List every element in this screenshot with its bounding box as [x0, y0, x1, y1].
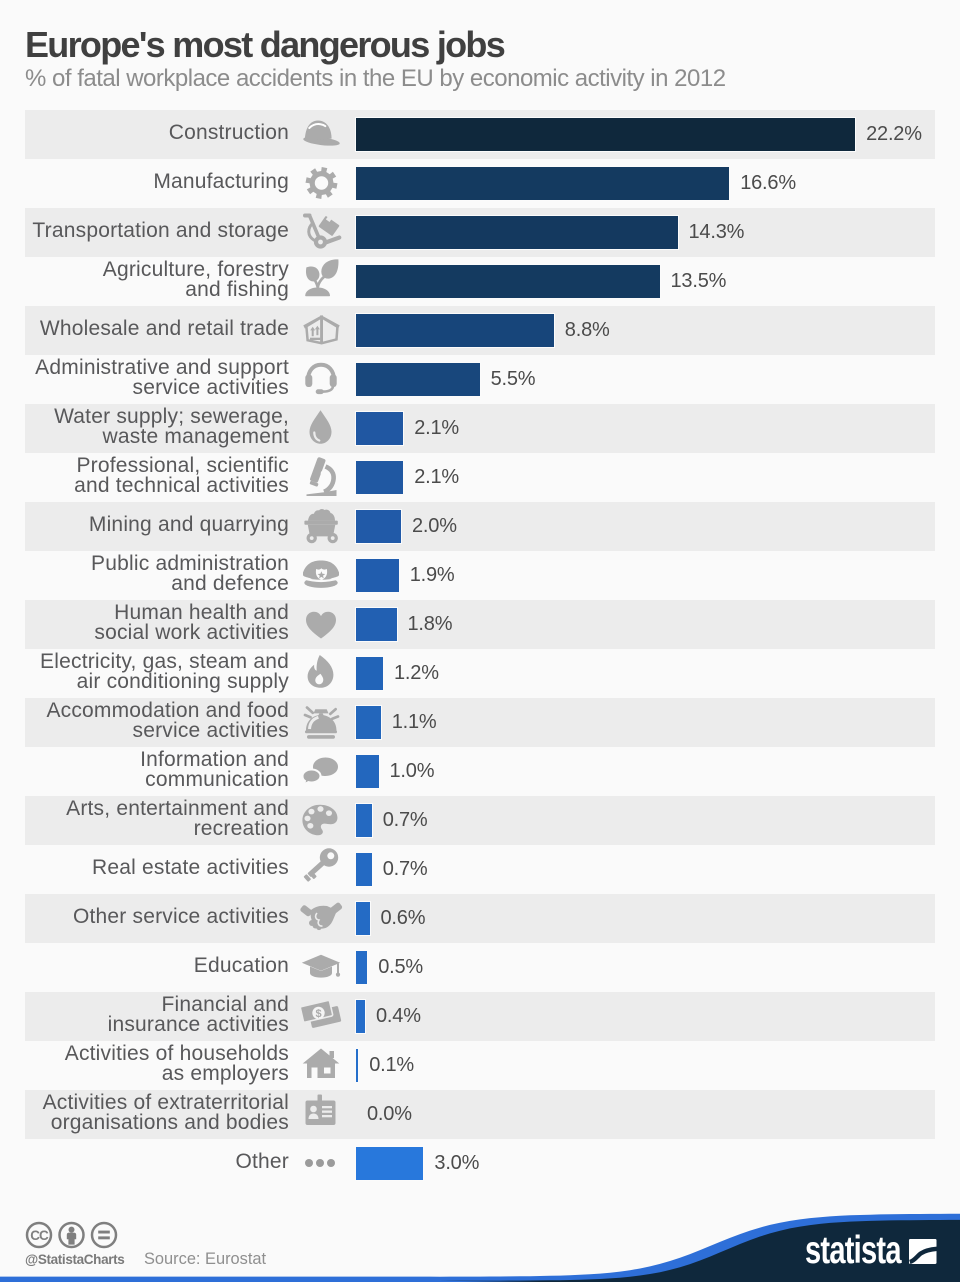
svg-text:$: $ [315, 1008, 321, 1020]
svg-text:CC: CC [30, 1228, 49, 1243]
